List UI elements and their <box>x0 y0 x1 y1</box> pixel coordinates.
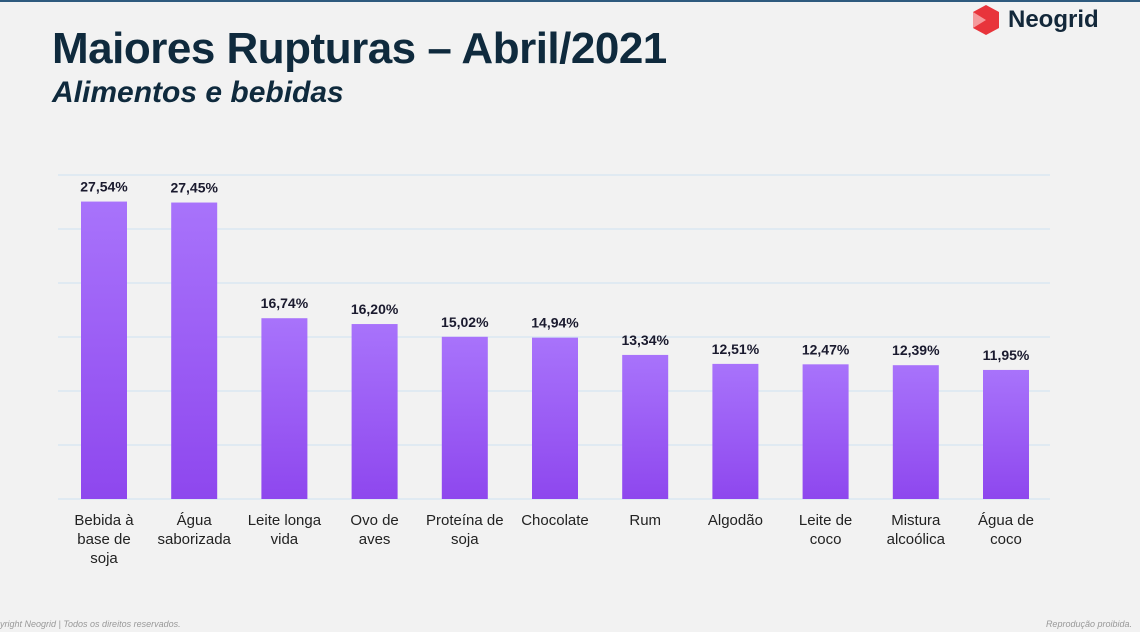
bar <box>892 365 939 499</box>
data-label: 12,47% <box>802 341 850 357</box>
data-label: 27,54% <box>80 179 128 195</box>
category-label: Proteína de <box>426 512 504 529</box>
category-label: vida <box>271 531 299 548</box>
reproduction-text: Reprodução proibida. <box>1045 619 1132 629</box>
bar <box>983 369 1029 499</box>
bar <box>351 324 398 499</box>
category-label: Chocolate <box>521 512 589 529</box>
bar <box>441 336 488 499</box>
bar <box>171 202 218 500</box>
data-label: 13,34% <box>621 332 669 348</box>
top-border <box>0 0 1140 2</box>
copyright-text: yright Neogrid | Todos os direitos reser… <box>0 619 181 629</box>
category-label: Algodão <box>708 512 763 529</box>
bar <box>532 337 578 499</box>
category-label: Rum <box>629 512 661 529</box>
category-label: Leite de <box>799 512 852 529</box>
category-label: Bebida à <box>74 512 134 529</box>
data-label: 12,39% <box>892 342 940 358</box>
bar <box>802 364 849 499</box>
data-label: 16,20% <box>351 301 399 317</box>
category-label: soja <box>451 531 479 548</box>
category-label: saborizada <box>158 531 232 548</box>
category-label: Mistura <box>891 512 941 529</box>
data-label: 27,45% <box>170 180 218 196</box>
neogrid-logo: Neogrid <box>970 4 1099 36</box>
category-label: soja <box>90 550 118 567</box>
category-label: alcoólica <box>887 531 946 548</box>
category-label: coco <box>810 531 842 548</box>
data-label: 15,02% <box>441 314 489 330</box>
category-label: base de <box>77 531 130 548</box>
page-title: Maiores Rupturas – Abril/2021 <box>52 24 667 73</box>
bar <box>622 354 669 499</box>
category-label: Ovo de <box>350 512 398 529</box>
category-label: aves <box>359 531 391 548</box>
page-subtitle: Alimentos e bebidas <box>52 76 344 109</box>
logo-icon <box>973 5 999 35</box>
category-label: Leite longa <box>248 512 322 529</box>
category-label: coco <box>990 531 1022 548</box>
data-label: 16,74% <box>261 295 309 311</box>
category-label: Água <box>177 512 213 529</box>
bar <box>712 363 759 499</box>
data-label: 11,95% <box>983 347 1030 363</box>
bar <box>81 201 127 499</box>
bar <box>261 318 308 499</box>
category-label: Água de <box>978 512 1034 529</box>
data-label: 12,51% <box>712 341 760 357</box>
logo-text: Neogrid <box>1008 6 1099 33</box>
data-label: 14,94% <box>531 315 579 331</box>
